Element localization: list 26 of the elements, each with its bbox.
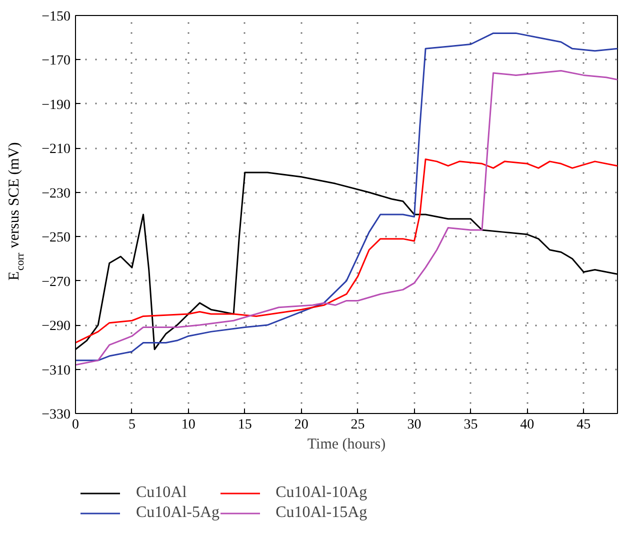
y-tick-label: −270 [42,274,71,290]
y-tick-label: −210 [42,142,71,158]
y-tick-label: −310 [42,363,71,378]
legend-label: Cu10Al-5Ag [136,504,220,522]
x-tick-label: 45 [576,418,591,432]
y-axis-title: Ecorr versus SCE (mV) [6,142,26,280]
x-tick-label: 25 [350,418,365,432]
y-tick-label: −230 [42,186,71,202]
x-tick-label: 30 [407,418,422,432]
x-tick-label: 20 [294,418,308,432]
x-axis-title: Time (hours) [307,436,386,452]
legend-label: Cu10Al-15Ag [276,504,368,522]
y-tick-label: −250 [42,230,71,246]
legend-label: Cu10Al [136,484,187,502]
legend-label: Cu10Al-10Ag [276,484,368,502]
y-tick-label: −150 [42,10,71,24]
y-tick-label: −330 [42,408,71,422]
x-tick-label: 40 [520,418,534,432]
y-tick-label: −190 [42,98,71,113]
x-tick-label: 35 [464,418,478,432]
x-tick-label: 15 [238,418,252,432]
x-tick-label: 10 [181,418,196,432]
x-tick-label: 5 [128,418,136,432]
x-tick-label: 0 [72,418,79,432]
y-tick-label: −170 [42,54,71,69]
y-tick-label: −290 [42,319,71,334]
